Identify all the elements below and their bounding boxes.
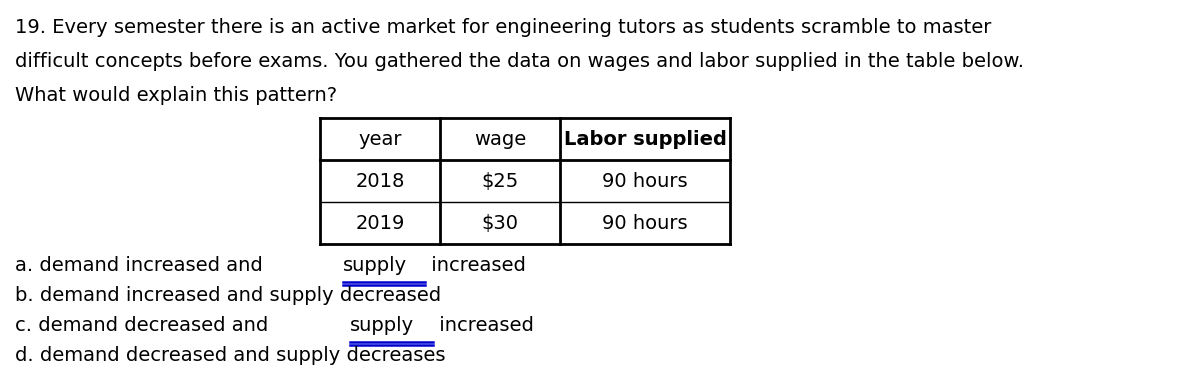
Text: What would explain this pattern?: What would explain this pattern? [14,86,337,105]
Text: supply: supply [343,256,407,275]
Text: increased: increased [432,316,534,335]
Text: supply: supply [350,316,414,335]
Text: b. demand increased and supply decreased: b. demand increased and supply decreased [14,286,442,305]
Text: $30: $30 [481,214,518,233]
Text: 90 hours: 90 hours [602,172,688,191]
Text: d. demand decreased and supply decreases: d. demand decreased and supply decreases [14,346,445,365]
Text: $25: $25 [481,172,518,191]
Text: Labor supplied: Labor supplied [564,130,726,149]
Text: year: year [359,130,402,149]
Text: 90 hours: 90 hours [602,214,688,233]
Text: increased: increased [426,256,527,275]
Text: c. demand decreased and: c. demand decreased and [14,316,275,335]
Text: 2018: 2018 [355,172,404,191]
Text: a. demand increased and: a. demand increased and [14,256,269,275]
Text: 2019: 2019 [355,214,404,233]
Text: 19. Every semester there is an active market for engineering tutors as students : 19. Every semester there is an active ma… [14,18,991,37]
Text: wage: wage [474,130,526,149]
Text: difficult concepts before exams. You gathered the data on wages and labor suppli: difficult concepts before exams. You gat… [14,52,1024,71]
